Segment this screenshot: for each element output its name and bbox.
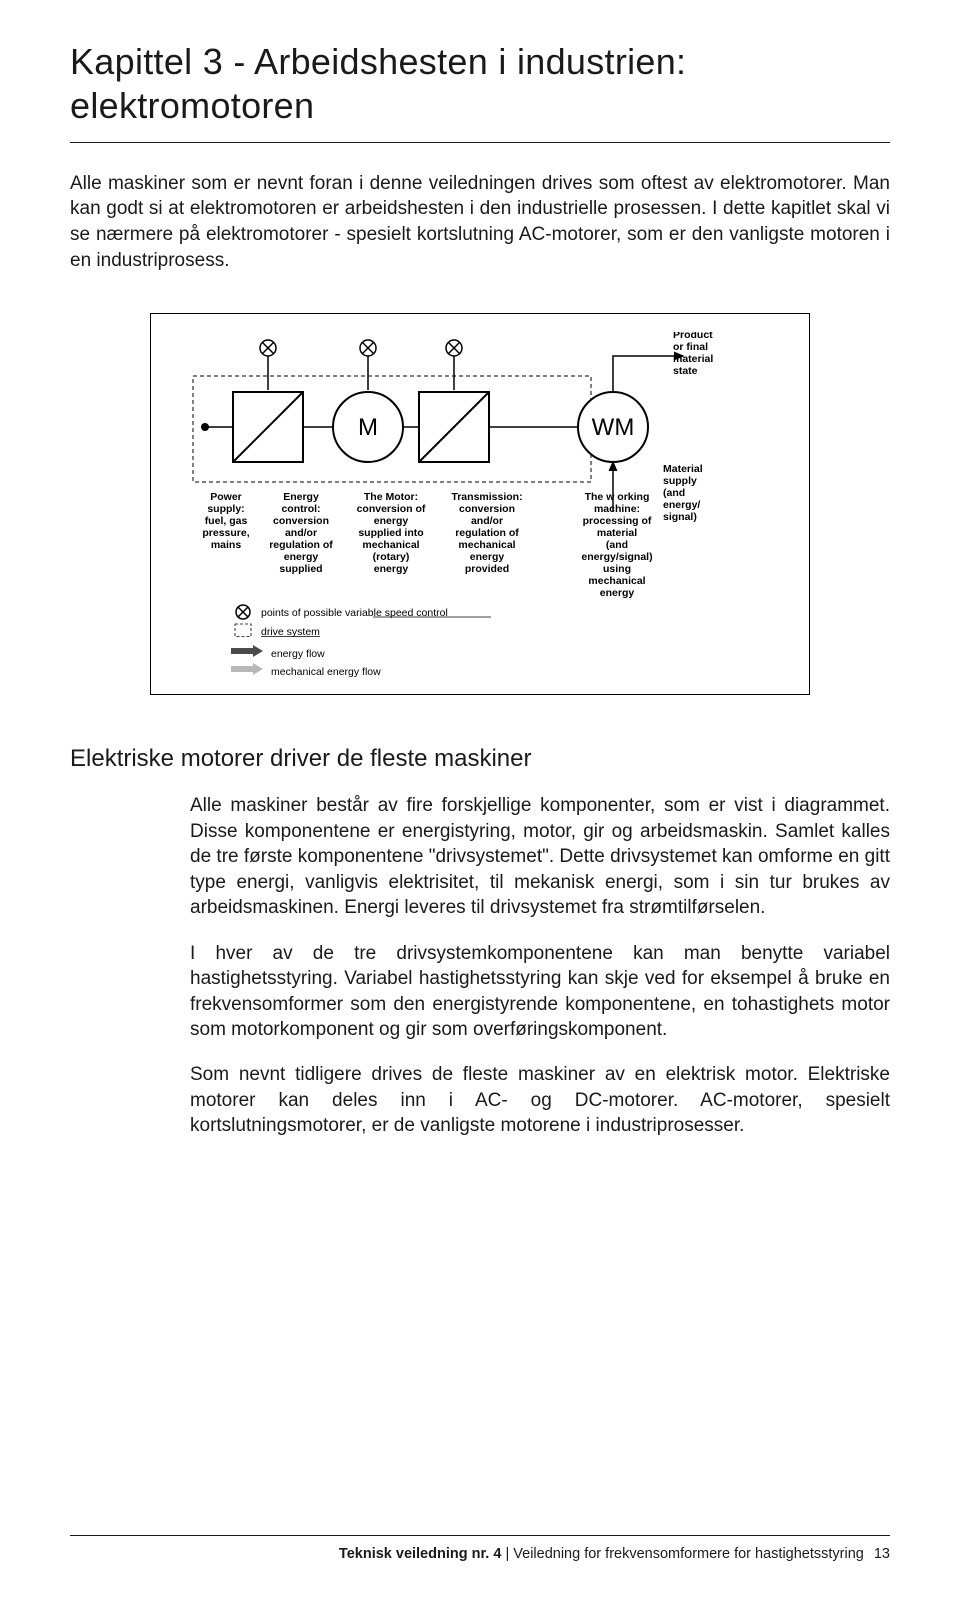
page-footer: Teknisk veiledning nr. 4 | Veiledning fo… [70, 1535, 890, 1562]
svg-text:material: material [597, 527, 637, 539]
svg-text:mechanical: mechanical [362, 539, 419, 551]
svg-text:signal): signal) [663, 511, 697, 523]
svg-text:Material: Material [663, 463, 703, 475]
svg-text:conversion: conversion [273, 515, 329, 527]
svg-text:energy: energy [374, 563, 409, 575]
svg-text:conversion of: conversion of [357, 503, 426, 515]
svg-text:energy: energy [284, 551, 319, 563]
svg-text:Transmission:: Transmission: [451, 491, 522, 503]
svg-text:supply:: supply: [207, 503, 244, 515]
svg-text:The w orking: The w orking [585, 491, 650, 503]
svg-text:energy flow: energy flow [271, 648, 325, 660]
svg-text:supplied into: supplied into [358, 527, 423, 539]
svg-text:mains: mains [211, 539, 242, 551]
svg-text:(and: (and [606, 539, 628, 551]
svg-text:mechanical: mechanical [588, 575, 645, 587]
svg-text:supplied: supplied [279, 563, 322, 575]
svg-text:Energy: Energy [283, 491, 319, 503]
body-paragraph: Alle maskiner består av fire forskjellig… [190, 793, 890, 920]
svg-text:provided: provided [465, 563, 509, 575]
svg-text:and/or: and/or [285, 527, 317, 539]
svg-text:(and: (and [663, 487, 685, 499]
svg-text:processing of: processing of [583, 515, 652, 527]
section-heading: Elektriske motorer driver de fleste mask… [70, 745, 890, 773]
svg-text:WM: WM [592, 414, 635, 441]
body-text: Alle maskiner består av fire forskjellig… [190, 793, 890, 1138]
svg-text:energy/signal): energy/signal) [581, 551, 652, 563]
svg-text:fuel, gas: fuel, gas [205, 515, 248, 527]
chapter-title: Kapittel 3 - Arbeidshesten i industrien:… [70, 40, 890, 143]
svg-text:control:: control: [281, 503, 320, 515]
svg-text:conversion: conversion [459, 503, 515, 515]
body-paragraph: Som nevnt tidligere drives de fleste mas… [190, 1062, 890, 1138]
svg-text:energy: energy [374, 515, 409, 527]
svg-text:state: state [673, 365, 698, 377]
svg-text:Product: Product [673, 332, 713, 341]
svg-text:energy/: energy/ [663, 499, 700, 511]
svg-text:regulation of: regulation of [269, 539, 333, 551]
svg-text:mechanical: mechanical [458, 539, 515, 551]
drive-system-diagram: M WM Powersupply:fuel, gaspressure,mains En… [150, 313, 810, 695]
footer-rest: | Veiledning for frekvensomformere for h… [501, 1546, 863, 1562]
diagram-svg: M WM Powersupply:fuel, gaspressure,mains En… [173, 332, 789, 682]
intro-paragraph: Alle maskiner som er nevnt foran i denne… [70, 171, 890, 274]
svg-text:or final: or final [673, 341, 708, 353]
svg-text:The Motor:: The Motor: [364, 491, 418, 503]
svg-text:supply: supply [663, 475, 697, 487]
svg-text:Power: Power [210, 491, 242, 503]
svg-text:energy: energy [470, 551, 505, 563]
footer-page-number: 13 [874, 1546, 890, 1562]
footer-title: Teknisk veiledning nr. 4 [339, 1546, 502, 1562]
svg-text:energy: energy [600, 587, 635, 599]
body-paragraph: I hver av de tre drivsystemkomponentene … [190, 941, 890, 1043]
svg-text:machine:: machine: [594, 503, 640, 515]
svg-text:material: material [673, 353, 713, 365]
svg-text:M: M [358, 414, 378, 441]
svg-text:using: using [603, 563, 631, 575]
svg-text:regulation of: regulation of [455, 527, 519, 539]
svg-text:(rotary): (rotary) [373, 551, 410, 563]
svg-text:pressure,: pressure, [202, 527, 249, 539]
svg-text:and/or: and/or [471, 515, 503, 527]
svg-text:mechanical energy flow: mechanical energy flow [271, 666, 381, 678]
